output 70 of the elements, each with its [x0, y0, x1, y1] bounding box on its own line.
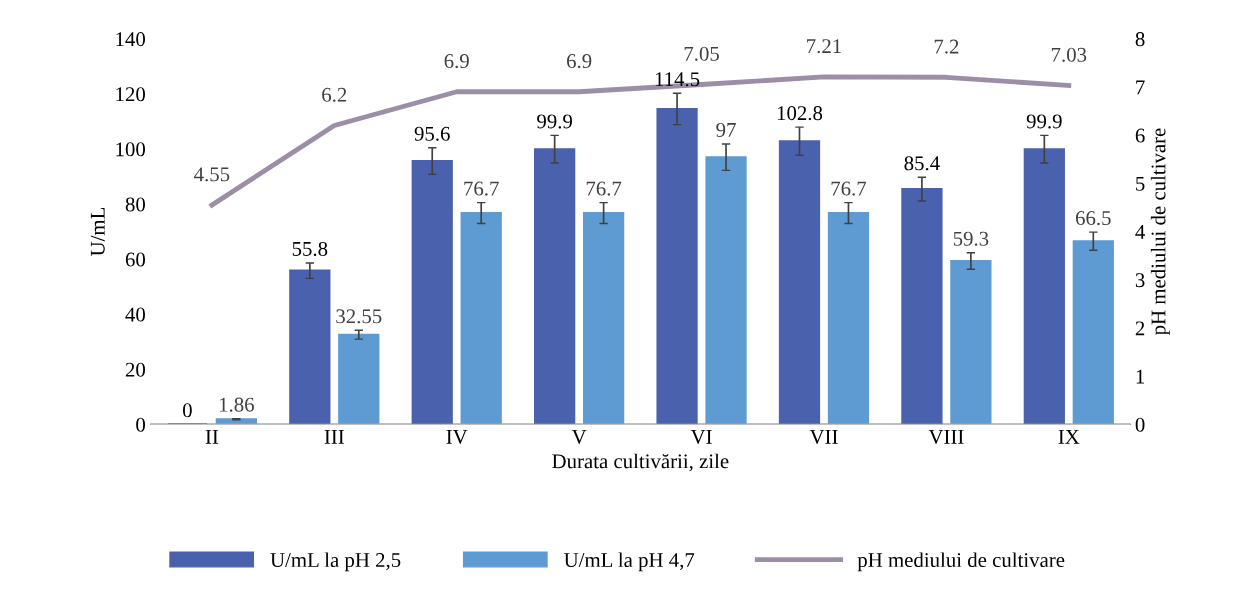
- y2-tick-label: 0: [1135, 417, 1145, 432]
- y2-tick-label: 3: [1135, 273, 1145, 288]
- data-label: 7.21: [807, 39, 841, 54]
- data-label: 1.86: [219, 397, 254, 412]
- x-tick-label: VI: [690, 430, 712, 444]
- bar: [338, 333, 380, 425]
- y2-tick-label: 5: [1136, 176, 1145, 191]
- x-axis-title: Durata cultivării, zile: [552, 453, 729, 472]
- y2-tick-label: 7: [1136, 80, 1145, 95]
- data-label: 4.55: [194, 167, 230, 182]
- data-label: 7.05: [684, 46, 719, 61]
- data-label: 114.5: [655, 72, 700, 87]
- bar: [778, 140, 821, 425]
- data-label: 76.7: [586, 181, 622, 196]
- bar: [705, 156, 747, 425]
- x-tick-label: IX: [1058, 430, 1080, 444]
- data-label: 99.9: [1026, 114, 1062, 129]
- data-label: 6.9: [444, 54, 469, 69]
- bar: [901, 188, 943, 425]
- bar: [534, 148, 576, 425]
- data-label: 102.8: [777, 106, 823, 121]
- y-tick-label: 0: [136, 417, 146, 432]
- legend-label: U/mL la pH 2,5: [270, 552, 401, 572]
- data-label: 7.2: [934, 39, 959, 54]
- bar: [411, 159, 453, 425]
- bar: [827, 212, 870, 425]
- data-label: 6.9: [567, 54, 592, 69]
- bar: [289, 269, 331, 425]
- x-tick-label: IV: [446, 430, 468, 444]
- y2-tick-label: 4: [1135, 225, 1145, 239]
- data-label: 76.7: [831, 181, 867, 196]
- y-tick-label: 60: [125, 252, 146, 267]
- x-tick-label: II: [205, 430, 219, 444]
- legend-label: pH mediului de cultivare: [857, 552, 1065, 572]
- data-label: 0: [182, 403, 192, 418]
- data-label: 76.7: [464, 181, 499, 196]
- y-tick-label: 100: [116, 142, 146, 157]
- x-tick-label: V: [571, 430, 587, 444]
- x-tick-label: III: [324, 430, 344, 444]
- bar: [215, 418, 257, 425]
- y-tick-label: 140: [116, 32, 146, 47]
- y-tick-label: 20: [125, 362, 146, 377]
- x-tick-label: VII: [809, 430, 838, 444]
- data-label: 7.03: [1051, 47, 1087, 62]
- bar: [1072, 240, 1114, 425]
- data-label: 55.8: [292, 241, 328, 257]
- data-label: 97: [716, 122, 736, 137]
- y2-tick-label: 1: [1136, 369, 1145, 384]
- data-label: 6.2: [322, 87, 347, 102]
- y2-tick-label: 6: [1135, 128, 1145, 143]
- y-tick-label: 80: [125, 197, 146, 212]
- bar: [582, 212, 625, 425]
- data-label: 85.4: [904, 156, 940, 171]
- legend-label: U/mL la pH 4,7: [564, 552, 695, 572]
- bar: [656, 107, 698, 425]
- data-label: 32.55: [336, 309, 382, 324]
- data-label: 99.9: [537, 114, 573, 129]
- y-tick-label: 40: [125, 307, 146, 322]
- data-label: 95.6: [414, 126, 450, 141]
- bar: [950, 259, 992, 425]
- x-tick-label: VIII: [928, 430, 964, 444]
- y2-axis-title: pH mediului de cultivare: [1150, 128, 1170, 336]
- y-axis-title: U/mL: [90, 207, 105, 256]
- y2-tick-label: 8: [1135, 32, 1145, 47]
- bar: [1023, 148, 1065, 425]
- data-label: 66.5: [1075, 211, 1111, 226]
- y2-tick-label: 2: [1135, 321, 1145, 336]
- y-tick-label: 120: [116, 87, 146, 102]
- data-label: 59.3: [953, 231, 989, 246]
- bar: [460, 212, 502, 425]
